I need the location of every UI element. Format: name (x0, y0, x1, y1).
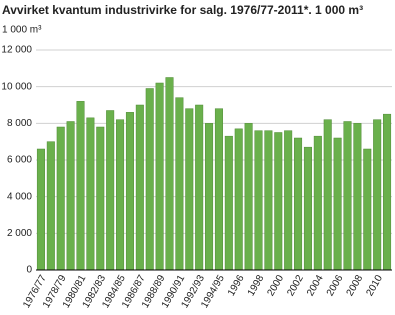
y-tick-label: 0 (26, 265, 32, 276)
bar (86, 117, 95, 271)
y-tick-label: 10 000 (1, 81, 32, 92)
bar (363, 148, 372, 271)
bar (343, 121, 352, 271)
bar (195, 104, 204, 271)
bar (224, 135, 233, 271)
bar (294, 137, 303, 271)
bar (56, 126, 65, 271)
y-axis-label: 1 000 m³ (2, 25, 42, 36)
bar (254, 130, 263, 271)
bar (264, 130, 273, 271)
bar (353, 123, 362, 271)
x-tick-label: 2010 (364, 273, 385, 298)
bar (284, 130, 293, 271)
bar (274, 132, 283, 271)
bar (214, 108, 223, 271)
x-tick-label: 2002 (285, 273, 306, 298)
x-tick-label: 2004 (305, 273, 326, 298)
bar (175, 97, 184, 271)
bar (145, 88, 154, 271)
x-tick-label: 2008 (345, 273, 366, 298)
bar (46, 141, 55, 271)
bar (135, 104, 144, 271)
bar (155, 82, 164, 271)
bar (234, 128, 243, 271)
bar (76, 101, 85, 271)
bar (96, 126, 105, 271)
bar (373, 119, 382, 271)
x-tick-label: 1998 (246, 273, 267, 298)
bar (106, 110, 115, 271)
y-tick-label: 12 000 (1, 45, 32, 56)
bar (116, 119, 125, 271)
bar (323, 119, 332, 271)
bar (125, 112, 134, 271)
bar (383, 113, 392, 271)
bar (165, 77, 174, 271)
bar (244, 123, 253, 271)
bar (303, 146, 312, 271)
x-tick-label: 1996 (226, 273, 247, 298)
x-tick-label: 2000 (266, 273, 287, 298)
y-tick-label: 4 000 (7, 191, 32, 202)
chart-title: Avvirket kvantum industrivirke for salg.… (2, 3, 363, 17)
bar (185, 108, 194, 271)
bar (66, 121, 75, 271)
bar (205, 123, 214, 271)
y-tick-label: 6 000 (7, 155, 32, 166)
x-tick-label: 2006 (325, 273, 346, 298)
y-tick-label: 8 000 (7, 118, 32, 129)
bar (36, 148, 45, 271)
bar (333, 137, 342, 271)
y-tick-label: 2 000 (7, 228, 32, 239)
bar (313, 135, 322, 271)
